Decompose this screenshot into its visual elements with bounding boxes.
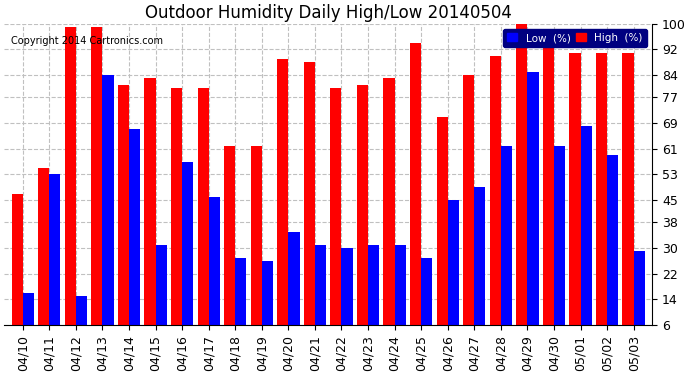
Bar xyxy=(516,24,527,344)
Bar xyxy=(65,27,76,344)
Bar xyxy=(421,258,433,344)
Bar xyxy=(76,296,87,344)
Bar xyxy=(384,78,395,344)
Bar xyxy=(304,62,315,344)
Bar xyxy=(501,146,512,344)
Bar xyxy=(448,200,459,344)
Bar xyxy=(474,187,486,344)
Bar xyxy=(277,59,288,344)
Bar xyxy=(12,194,23,344)
Bar xyxy=(596,53,607,344)
Bar xyxy=(171,88,182,344)
Bar xyxy=(357,85,368,344)
Bar xyxy=(554,146,565,344)
Title: Outdoor Humidity Daily High/Low 20140504: Outdoor Humidity Daily High/Low 20140504 xyxy=(145,4,512,22)
Bar xyxy=(633,251,644,344)
Bar xyxy=(235,258,246,344)
Bar xyxy=(543,40,554,344)
Bar xyxy=(569,53,580,344)
Bar xyxy=(91,27,102,344)
Bar xyxy=(129,129,140,344)
Bar xyxy=(342,248,353,344)
Bar xyxy=(410,43,421,344)
Bar xyxy=(208,197,220,344)
Bar xyxy=(23,293,34,344)
Bar xyxy=(38,168,49,344)
Bar xyxy=(262,261,273,344)
Bar xyxy=(463,75,474,344)
Bar xyxy=(607,155,618,344)
Bar xyxy=(144,78,155,344)
Bar xyxy=(395,245,406,344)
Text: Copyright 2014 Cartronics.com: Copyright 2014 Cartronics.com xyxy=(10,36,163,46)
Legend: Low  (%), High  (%): Low (%), High (%) xyxy=(503,29,647,47)
Bar xyxy=(182,162,193,344)
Bar xyxy=(118,85,129,344)
Bar xyxy=(331,88,342,344)
Bar xyxy=(49,174,61,344)
Bar xyxy=(224,146,235,344)
Bar xyxy=(197,88,208,344)
Bar xyxy=(315,245,326,344)
Bar xyxy=(580,126,592,344)
Bar xyxy=(490,56,501,344)
Bar xyxy=(368,245,380,344)
Bar xyxy=(622,53,633,344)
Bar xyxy=(527,72,539,344)
Bar xyxy=(102,75,114,344)
Bar xyxy=(288,232,299,344)
Bar xyxy=(155,245,167,344)
Bar xyxy=(250,146,262,344)
Bar xyxy=(437,117,448,344)
